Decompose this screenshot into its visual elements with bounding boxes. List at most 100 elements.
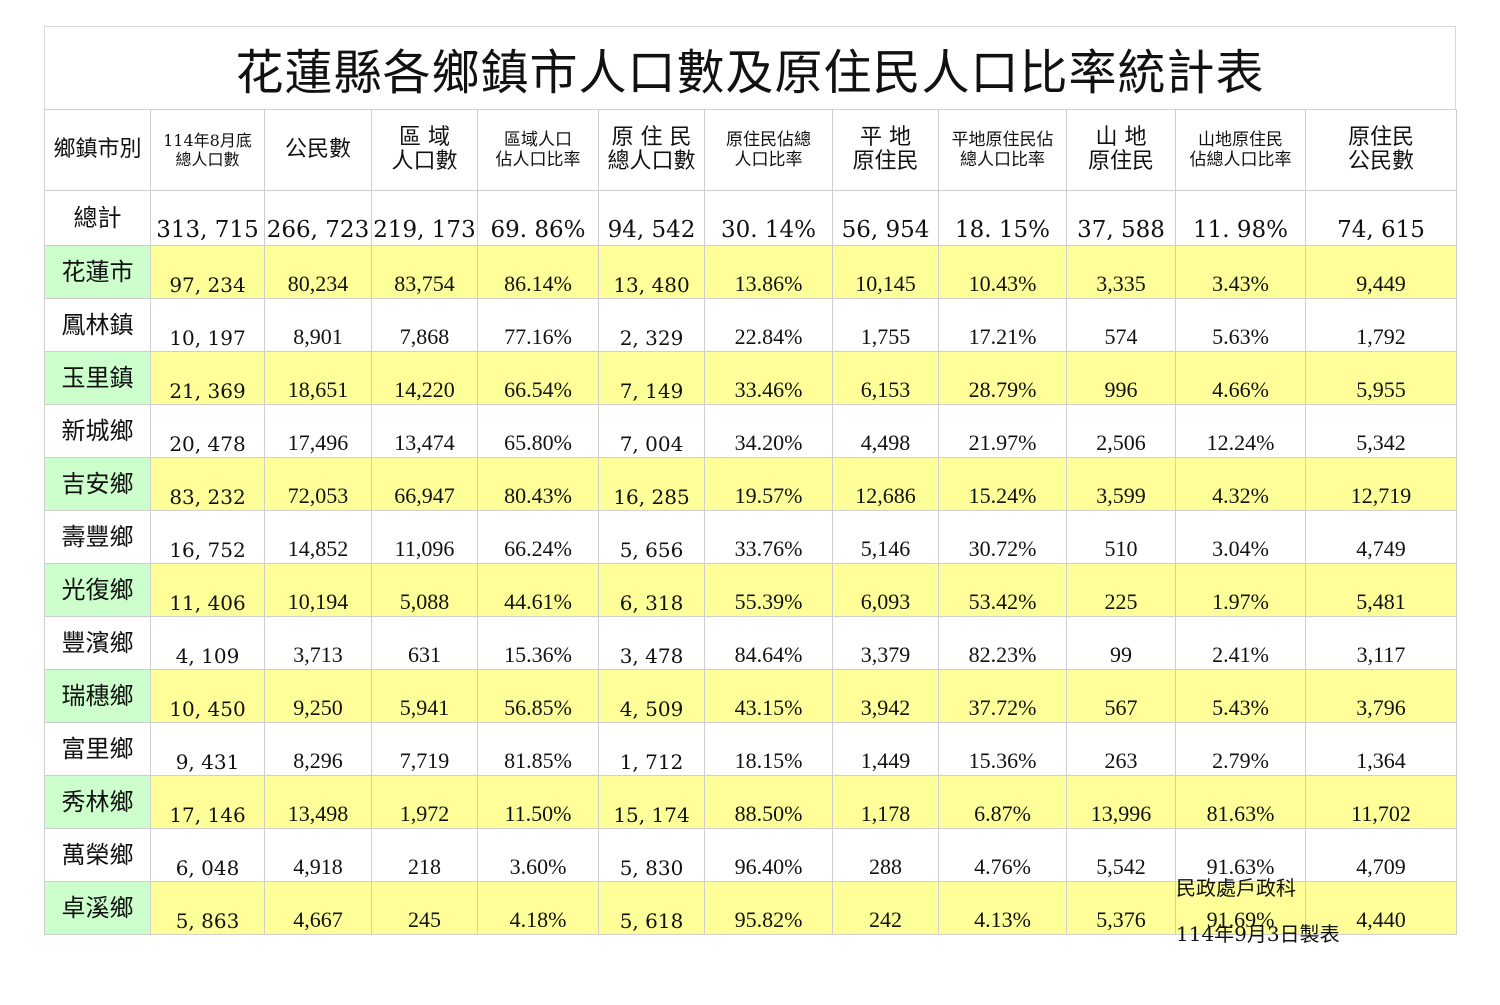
- cell: 2.79%: [1175, 722, 1306, 776]
- cell: 1,972: [371, 775, 478, 829]
- cell: 13, 480: [598, 245, 705, 299]
- cell: 5, 656: [598, 510, 705, 564]
- cell: 97, 234: [150, 245, 265, 299]
- cell: 15.36%: [938, 722, 1067, 776]
- cell: 13,474: [371, 404, 478, 458]
- cell: 16, 285: [598, 457, 705, 511]
- cell: 66,947: [371, 457, 478, 511]
- cell: 77.16%: [477, 298, 599, 352]
- cell: 10.43%: [938, 245, 1067, 299]
- cell: 2,506: [1066, 404, 1176, 458]
- cell: 13,996: [1066, 775, 1176, 829]
- cell: 74, 615: [1305, 190, 1457, 246]
- cell: 4.76%: [938, 828, 1067, 882]
- cell: 13.86%: [704, 245, 833, 299]
- district-name: 秀林鄉: [44, 775, 151, 829]
- cell: 28.79%: [938, 351, 1067, 405]
- cell: 219, 173: [371, 190, 478, 246]
- table-row: 玉里鎮 21, 369 18,651 14,220 66.54% 7, 149 33.46%…: [44, 351, 1457, 405]
- cell: 81.85%: [477, 722, 599, 776]
- cell: 12.24%: [1175, 404, 1306, 458]
- cell: 11, 406: [150, 563, 265, 617]
- cell: 5,955: [1305, 351, 1457, 405]
- cell: 7,719: [371, 722, 478, 776]
- cell: 15.24%: [938, 457, 1067, 511]
- cell: 3,379: [832, 616, 939, 670]
- cell: 2, 329: [598, 298, 705, 352]
- cell: 5,342: [1305, 404, 1457, 458]
- statistics-sheet: 花蓮縣各鄉鎮市人口數及原住民人口比率統計表 鄉鎮市別 114年8月底 總人口數 公…: [44, 26, 1457, 935]
- cell: 18,651: [264, 351, 372, 405]
- cell: 7, 004: [598, 404, 705, 458]
- cell: 33.76%: [704, 510, 833, 564]
- population-table: 鄉鎮市別 114年8月底 總人口數 公民數 區 域人口數 區域人口 佔人口比率 原 …: [44, 109, 1457, 935]
- cell: 81.63%: [1175, 775, 1306, 829]
- cell: 44.61%: [477, 563, 599, 617]
- cell: 1,364: [1305, 722, 1457, 776]
- cell: 65.80%: [477, 404, 599, 458]
- cell: 5,376: [1066, 881, 1176, 935]
- cell: 17, 146: [150, 775, 265, 829]
- cell: 313, 715: [150, 190, 265, 246]
- cell: 996: [1066, 351, 1176, 405]
- cell: 11,702: [1305, 775, 1457, 829]
- cell: 5,941: [371, 669, 478, 723]
- cell: 4.18%: [477, 881, 599, 935]
- cell: 66.54%: [477, 351, 599, 405]
- total-label: 總計: [44, 190, 151, 246]
- cell: 3,335: [1066, 245, 1176, 299]
- cell: 574: [1066, 298, 1176, 352]
- cell: 7, 149: [598, 351, 705, 405]
- cell: 82.23%: [938, 616, 1067, 670]
- cell: 4, 109: [150, 616, 265, 670]
- table-row: 花蓮市 97, 234 80,234 83,754 86.14% 13, 480 13.86…: [44, 245, 1457, 299]
- header-mountain-ratio: 山地原住民 佔總人口比率: [1175, 109, 1306, 191]
- cell: 99: [1066, 616, 1176, 670]
- cell: 10, 450: [150, 669, 265, 723]
- cell: 1,449: [832, 722, 939, 776]
- cell: 11,096: [371, 510, 478, 564]
- cell: 66.24%: [477, 510, 599, 564]
- cell: 10,145: [832, 245, 939, 299]
- table-row: 壽豐鄉 16, 752 14,852 11,096 66.24% 5, 656 33.76%…: [44, 510, 1457, 564]
- cell: 4,918: [264, 828, 372, 882]
- cell: 86.14%: [477, 245, 599, 299]
- header-mountain-indigenous: 山 地原住民: [1066, 109, 1176, 191]
- cell: 288: [832, 828, 939, 882]
- cell: 8,901: [264, 298, 372, 352]
- cell: 69. 86%: [477, 190, 599, 246]
- cell: 30. 14%: [704, 190, 833, 246]
- cell: 3,942: [832, 669, 939, 723]
- cell: 11. 98%: [1175, 190, 1306, 246]
- cell: 5,542: [1066, 828, 1176, 882]
- cell: 10, 197: [150, 298, 265, 352]
- district-name: 富里鄉: [44, 722, 151, 776]
- cell: 88.50%: [704, 775, 833, 829]
- cell: 56.85%: [477, 669, 599, 723]
- cell: 34.20%: [704, 404, 833, 458]
- cell: 21.97%: [938, 404, 1067, 458]
- cell: 6, 318: [598, 563, 705, 617]
- cell: 18.15%: [704, 722, 833, 776]
- cell: 22.84%: [704, 298, 833, 352]
- cell: 94, 542: [598, 190, 705, 246]
- cell: 3,599: [1066, 457, 1176, 511]
- cell: 12,686: [832, 457, 939, 511]
- cell: 37, 588: [1066, 190, 1176, 246]
- cell: 1.97%: [1175, 563, 1306, 617]
- cell: 56, 954: [832, 190, 939, 246]
- cell: 225: [1066, 563, 1176, 617]
- cell: 6,093: [832, 563, 939, 617]
- cell: 266, 723: [264, 190, 372, 246]
- header-indigenous-ratio: 原住民佔總 人口比率: [704, 109, 833, 191]
- cell: 8,296: [264, 722, 372, 776]
- cell: 20, 478: [150, 404, 265, 458]
- cell: 53.42%: [938, 563, 1067, 617]
- header-plains-indigenous: 平 地原住民: [832, 109, 939, 191]
- cell: 3.43%: [1175, 245, 1306, 299]
- cell: 5, 863: [150, 881, 265, 935]
- cell: 510: [1066, 510, 1176, 564]
- table-row: 瑞穗鄉 10, 450 9,250 5,941 56.85% 4, 509 43.15% 3,…: [44, 669, 1457, 723]
- cell: 72,053: [264, 457, 372, 511]
- table-row: 富里鄉 9, 431 8,296 7,719 81.85% 1, 712 18.15% 1,4…: [44, 722, 1457, 776]
